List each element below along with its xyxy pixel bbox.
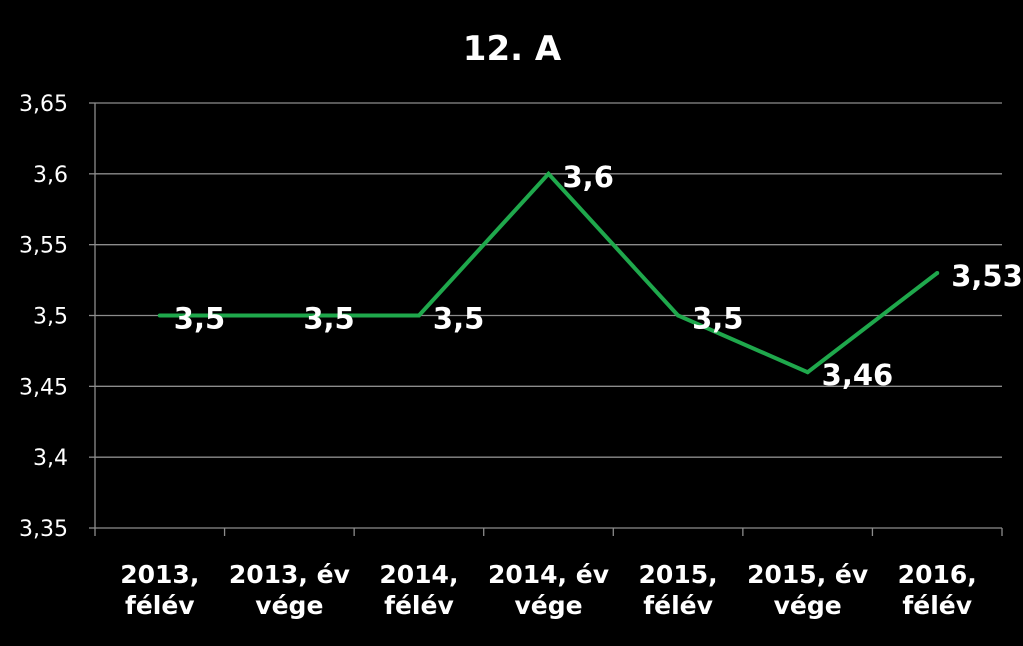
y-tick-label: 3,6 xyxy=(33,163,68,188)
series-line xyxy=(159,170,939,375)
x-tick-label: 2014, év vége xyxy=(488,560,609,620)
y-axis-tick-labels: 3,35 3,4 3,45 3,5 3,55 3,6 3,65 xyxy=(19,92,68,542)
data-point xyxy=(676,313,681,318)
data-point xyxy=(935,271,940,275)
data-label: 3,5 xyxy=(174,302,225,336)
x-tick-label: 2016, félév xyxy=(898,560,977,620)
data-label: 3,5 xyxy=(692,302,743,336)
y-tick-label: 3,35 xyxy=(19,517,68,542)
data-label: 3,53 xyxy=(951,259,1023,293)
x-tick-label: 2013, félév xyxy=(120,560,199,620)
data-point xyxy=(546,171,551,176)
series-lines xyxy=(157,170,940,375)
data-label: 3,46 xyxy=(822,358,894,392)
y-tick-label: 3,5 xyxy=(33,305,68,330)
y-tick-label: 3,45 xyxy=(19,375,68,400)
x-tick-label: 2013, év vége xyxy=(229,560,350,620)
data-point xyxy=(287,313,292,318)
data-point xyxy=(157,313,162,318)
x-tick-label: 2015, év vége xyxy=(747,560,868,620)
data-labels: 3,5 3,5 3,5 3,6 3,5 3,46 3,53 xyxy=(174,160,1023,392)
axes xyxy=(89,102,1003,536)
x-axis-tick-labels: 2013, félév 2013, év vége 2014, félév 2014, év… xyxy=(120,560,977,620)
x-tick-label: 2015, félév xyxy=(639,560,718,620)
y-tick-label: 3,55 xyxy=(19,234,68,259)
data-label: 3,5 xyxy=(303,302,354,336)
data-point xyxy=(805,370,810,375)
x-tick-label: 2014, félév xyxy=(379,560,458,620)
y-tick-label: 3,65 xyxy=(19,92,68,117)
y-tick-label: 3,4 xyxy=(33,446,68,471)
data-point xyxy=(416,313,421,318)
data-label: 3,5 xyxy=(433,302,484,336)
chart-title: 12. A xyxy=(463,29,562,69)
data-label: 3,6 xyxy=(563,160,614,194)
